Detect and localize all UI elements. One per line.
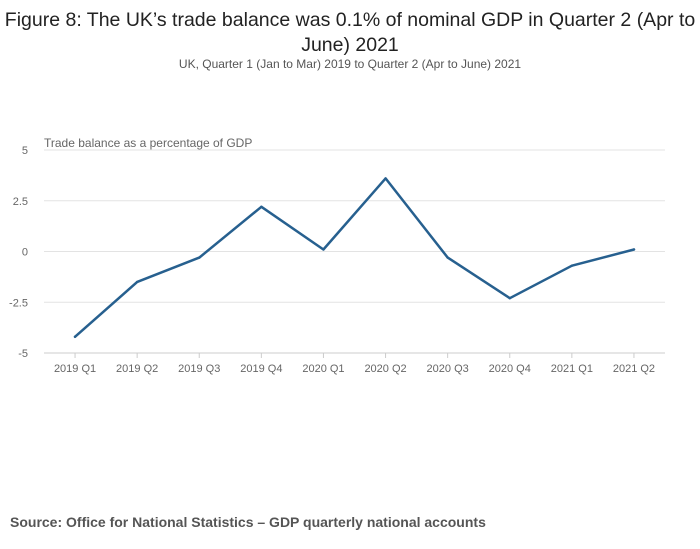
y-axis-label: Trade balance as a percentage of GDP	[44, 136, 253, 150]
x-tick-label: 2019 Q1	[54, 363, 96, 375]
data-point	[632, 248, 636, 251]
x-tick-label: 2021 Q2	[613, 363, 655, 375]
series-line	[73, 177, 636, 339]
x-tick-label: 2019 Q4	[240, 363, 282, 375]
x-tick-label: 2020 Q3	[427, 363, 469, 375]
chart-subtitle: UK, Quarter 1 (Jan to Mar) 2019 to Quart…	[178, 57, 522, 71]
data-point	[446, 256, 449, 259]
y-tick-label: -2.5	[9, 297, 28, 309]
y-tick-label: -5	[18, 348, 28, 360]
x-tick-label: 2019 Q3	[178, 363, 220, 375]
x-tick-label: 2021 Q1	[551, 363, 593, 375]
x-tick-label: 2020 Q1	[302, 363, 344, 375]
y-tick-label: 2.5	[13, 196, 28, 208]
data-point	[73, 335, 77, 338]
y-tick-label: 5	[22, 145, 28, 157]
x-tick-label: 2019 Q2	[116, 363, 158, 375]
data-point	[260, 205, 263, 209]
y-tick-label: 0	[22, 247, 28, 259]
x-tick-label: 2020 Q2	[364, 363, 406, 375]
data-point	[198, 256, 201, 259]
data-point	[135, 280, 139, 284]
source-note: Source: Office for National Statistics –…	[10, 514, 486, 530]
data-point	[322, 248, 325, 251]
chart-title: Figure 8: The UK’s trade balance was 0.1…	[4, 9, 696, 56]
data-point	[570, 264, 574, 267]
data-point	[508, 296, 511, 300]
data-point	[384, 177, 387, 180]
x-tick-label: 2020 Q4	[489, 363, 531, 375]
